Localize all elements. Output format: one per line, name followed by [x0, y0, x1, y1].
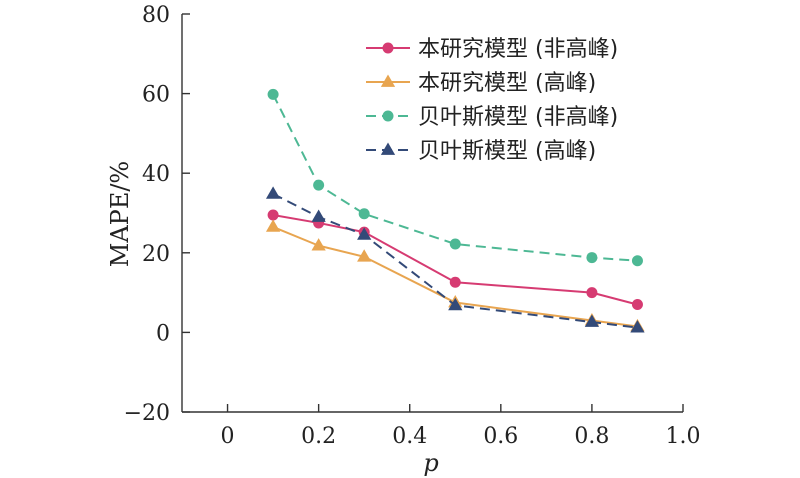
series-2: [265, 219, 645, 332]
y-axis-title: MAPE/%: [106, 161, 134, 267]
legend-label: 贝叶斯模型 (非高峰): [418, 105, 618, 130]
legend-swatch-marker: [380, 142, 396, 155]
legend-label: 本研究模型 (非高峰): [418, 37, 618, 62]
x-tick-label: 0.4: [392, 424, 427, 449]
series-4-point: [311, 209, 326, 222]
y-tick-label: 80: [142, 3, 170, 28]
x-tick-label: 1.0: [666, 424, 701, 449]
series-4-point: [584, 314, 600, 327]
x-axis: 0 0.2 0.4 0.6 0.8 1.0: [221, 404, 701, 449]
legend-item-1: 本研究模型 (非高峰): [366, 37, 618, 62]
legend-label: 贝叶斯模型 (高峰): [418, 139, 596, 164]
x-axis-title: p: [423, 449, 438, 477]
series-4-line: [272, 193, 638, 329]
series-3-point: [586, 252, 598, 264]
legend: 本研究模型 (非高峰) 本研究模型 (高峰) 贝叶斯模型 (非高峰) 贝叶斯模型 (高…: [366, 37, 618, 164]
series-1-point: [449, 276, 461, 288]
series-2-point: [311, 238, 326, 251]
legend-item-4: 贝叶斯模型 (高峰): [366, 139, 596, 164]
series-layer: [265, 88, 645, 333]
series-4-point: [630, 320, 645, 333]
series-3-point: [449, 238, 461, 250]
series-4-point: [265, 186, 281, 199]
series-1-line: [272, 214, 638, 306]
legend-swatch-marker: [382, 110, 394, 122]
series-3-point: [631, 255, 643, 267]
x-tick-label: 0.6: [483, 424, 518, 449]
series-2-point: [357, 249, 372, 262]
x-tick-label: 0: [221, 424, 235, 449]
legend-swatch-marker: [382, 42, 394, 54]
y-tick-label: 20: [142, 242, 170, 267]
legend-item-3: 贝叶斯模型 (非高峰): [366, 105, 618, 130]
series-4: [265, 186, 645, 333]
legend-swatch-marker: [380, 74, 396, 87]
legend-label: 本研究模型 (高峰): [418, 71, 596, 96]
x-tick-label: 0.8: [574, 424, 609, 449]
series-4-point: [448, 297, 463, 311]
x-tick-label: 0.2: [301, 424, 336, 449]
y-axis: −20 0 20 40 60 80: [124, 3, 190, 426]
y-tick-label: 60: [142, 83, 170, 108]
series-3-point: [267, 88, 279, 100]
series-1-point: [586, 287, 598, 299]
y-tick-label: 40: [142, 162, 170, 187]
series-4-point: [357, 227, 372, 240]
series-2-point: [265, 219, 281, 232]
series-2-line: [272, 226, 638, 328]
series-3-line: [272, 93, 638, 262]
series-1: [267, 209, 643, 311]
plot-frame: [181, 14, 683, 413]
series-3-point: [358, 208, 370, 220]
series-1-point: [267, 209, 279, 221]
series-3-point: [313, 179, 325, 191]
y-tick-label: 0: [156, 321, 170, 346]
y-tick-label: −20: [124, 401, 170, 426]
legend-item-2: 本研究模型 (高峰): [366, 71, 596, 96]
series-1-point: [631, 299, 643, 311]
series-3: [267, 88, 643, 267]
